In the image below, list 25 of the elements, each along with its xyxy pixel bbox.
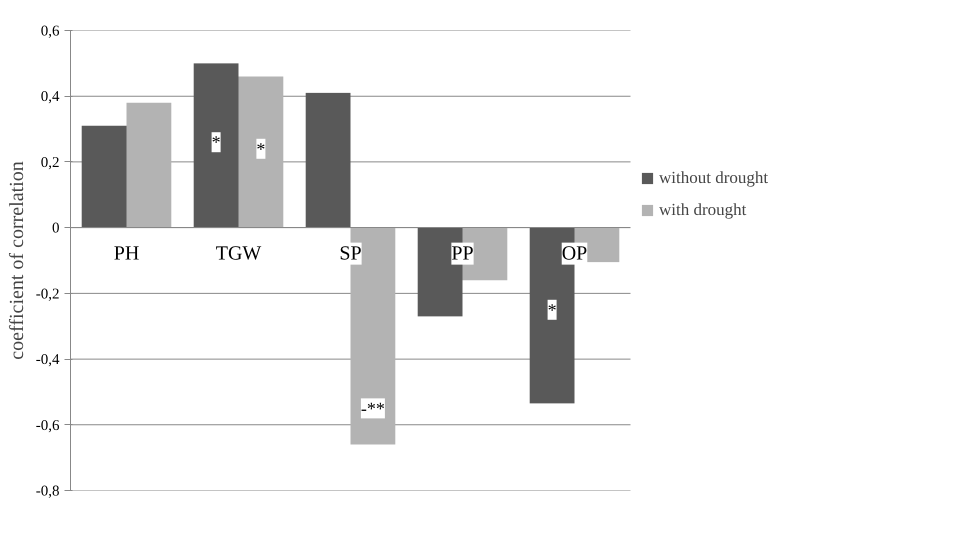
x-tick-label: OP	[562, 242, 588, 265]
y-tick-label: -0,2	[36, 286, 60, 302]
annotation: *	[212, 132, 221, 152]
x-tick-label: SP	[339, 242, 362, 265]
bar	[82, 126, 126, 228]
y-axis-title: coefficient of correlation	[6, 161, 28, 360]
y-tick-label: 0,6	[40, 24, 60, 40]
annotation: *	[548, 300, 557, 320]
y-tick-label: 0,2	[40, 154, 60, 171]
y-tick-label: -0,6	[36, 418, 60, 434]
x-tick-label: PH	[114, 242, 140, 265]
legend-label: with drought	[659, 200, 746, 220]
annotation: *	[256, 138, 266, 159]
bar	[238, 76, 284, 228]
x-tick-label: PP	[451, 242, 474, 265]
bar	[194, 63, 238, 228]
legend-label: without drought	[659, 168, 768, 188]
bar	[306, 92, 350, 228]
annotation: -**	[360, 398, 385, 418]
y-tick-label: 0	[52, 220, 60, 237]
y-tick-label: -0,4	[36, 352, 60, 368]
bar	[126, 102, 172, 228]
y-tick-label: 0,4	[40, 89, 60, 106]
y-tick-label: -0,8	[36, 484, 60, 500]
x-tick-label: TGW	[216, 242, 262, 265]
